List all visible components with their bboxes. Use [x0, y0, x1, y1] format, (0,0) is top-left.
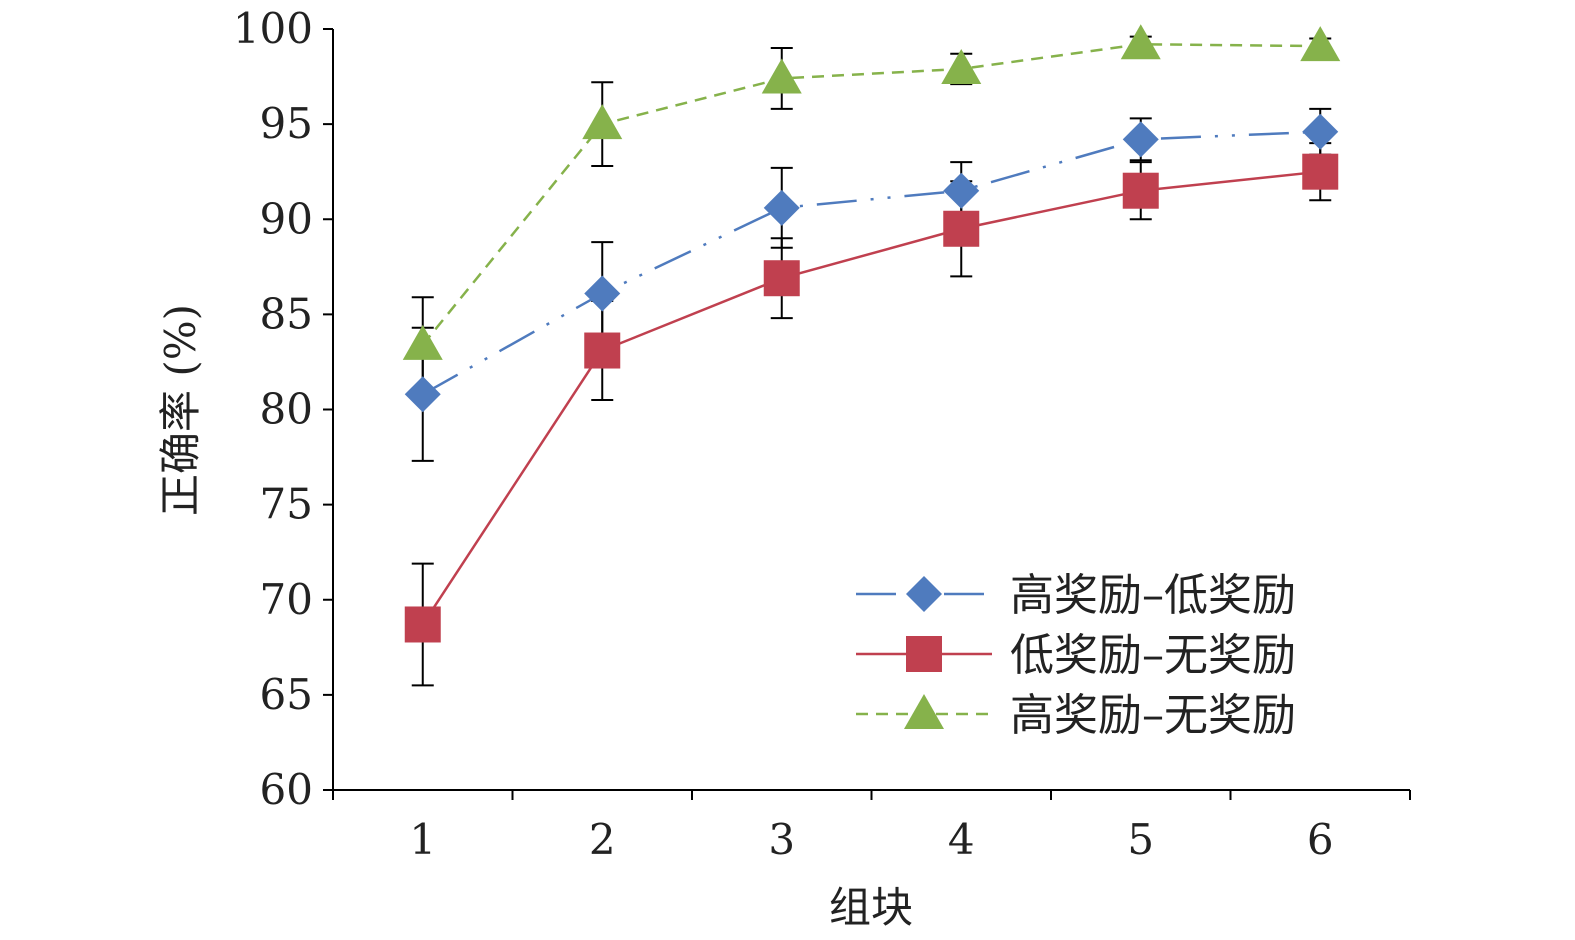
data-point-s2-3 — [763, 260, 800, 297]
data-point-s3-1 — [402, 324, 443, 360]
y-tick-label: 80 — [260, 385, 313, 434]
series-line-3 — [421, 42, 1321, 346]
y-tick-label: 70 — [260, 575, 313, 624]
legend-label-2: 低奖励–无奖励 — [1010, 630, 1296, 681]
legend-marker-3 — [904, 694, 944, 729]
data-point-s3-5 — [1120, 24, 1161, 60]
legend-marker-2 — [906, 636, 942, 672]
x-tick-label: 3 — [768, 815, 795, 864]
data-point-s1-4 — [943, 172, 980, 209]
data-point-s3-6 — [1300, 26, 1341, 62]
x-axis-label: 组块 — [829, 883, 913, 932]
y-tick-label: 95 — [260, 99, 313, 148]
y-tick-label: 75 — [260, 480, 313, 529]
x-tick-label: 6 — [1307, 815, 1334, 864]
data-point-s3-3 — [761, 58, 802, 94]
legend-label-1: 高奖励–低奖励 — [1010, 570, 1296, 621]
data-point-s1-5 — [1122, 121, 1159, 158]
x-tick-label: 4 — [948, 815, 975, 864]
data-point-s1-3 — [763, 189, 800, 226]
y-tick-label: 90 — [260, 194, 313, 243]
data-point-s2-6 — [1302, 153, 1339, 190]
series-line-2 — [421, 170, 1321, 626]
y-tick-label: 65 — [260, 670, 313, 719]
series-layer — [402, 24, 1341, 687]
y-tick-label: 100 — [233, 4, 313, 53]
data-point-s2-1 — [404, 606, 441, 643]
y-axis-label: 正确率 (%) — [156, 304, 205, 516]
data-point-s1-1 — [404, 376, 441, 413]
x-tick-label: 5 — [1127, 815, 1154, 864]
x-tick-label: 2 — [589, 815, 616, 864]
y-tick-label: 60 — [260, 765, 313, 814]
y-tick-label: 85 — [260, 289, 313, 338]
data-point-s3-4 — [941, 48, 982, 84]
data-point-s2-5 — [1122, 172, 1159, 209]
data-point-s2-4 — [943, 210, 980, 247]
legend-label-3: 高奖励–无奖励 — [1010, 690, 1296, 741]
x-tick-label: 1 — [409, 815, 436, 864]
series-markers — [402, 24, 1341, 643]
series-line-1 — [422, 130, 1321, 396]
series-lines — [421, 42, 1321, 626]
data-point-s1-6 — [1302, 113, 1339, 150]
data-point-s3-2 — [582, 104, 623, 140]
legend-marker-1 — [906, 576, 942, 612]
axes: 60 65 70 75 80 85 90 95 100 1 2 3 4 5 6 — [233, 4, 1411, 864]
data-point-s2-2 — [584, 332, 621, 369]
data-point-s1-2 — [584, 275, 621, 312]
